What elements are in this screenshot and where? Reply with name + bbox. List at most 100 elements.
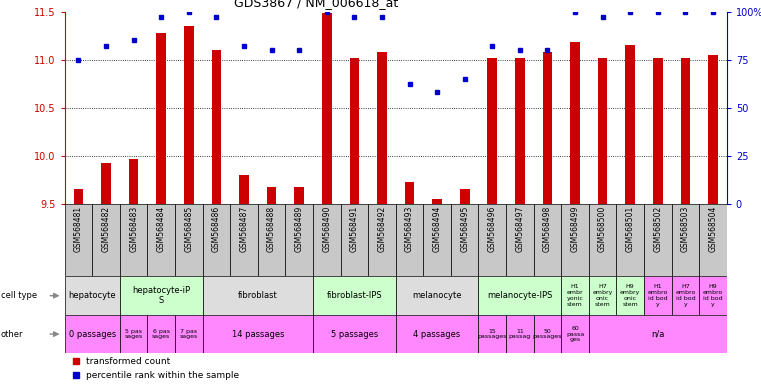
Bar [239, 175, 249, 204]
Text: fibroblast: fibroblast [238, 291, 278, 300]
Text: GSM568504: GSM568504 [708, 206, 718, 252]
Text: H9
embry
onic
stem: H9 embry onic stem [620, 285, 641, 307]
Bar [396, 204, 423, 276]
Bar [175, 315, 202, 353]
Text: GSM568482: GSM568482 [101, 206, 110, 252]
Bar [184, 26, 193, 204]
Bar [699, 276, 727, 315]
Bar [129, 159, 139, 204]
Bar [202, 315, 313, 353]
Legend: transformed count, percentile rank within the sample: transformed count, percentile rank withi… [69, 354, 243, 384]
Text: GSM568495: GSM568495 [460, 206, 470, 252]
Text: GSM568501: GSM568501 [626, 206, 635, 252]
Text: hepatocyte: hepatocyte [68, 291, 116, 300]
Bar [653, 58, 663, 204]
Bar [92, 204, 120, 276]
Text: 5 pas
sages: 5 pas sages [125, 329, 143, 339]
Text: 50
passages: 50 passages [533, 329, 562, 339]
Text: GSM568497: GSM568497 [515, 206, 524, 252]
Bar [589, 315, 727, 353]
Text: 0 passages: 0 passages [68, 329, 116, 339]
Bar [699, 204, 727, 276]
Bar [644, 204, 671, 276]
Text: GSM568502: GSM568502 [653, 206, 662, 252]
Bar [341, 204, 368, 276]
Text: GSM568486: GSM568486 [212, 206, 221, 252]
Text: GSM568503: GSM568503 [681, 206, 690, 252]
Bar [65, 315, 119, 353]
Text: hepatocyte-iP
S: hepatocyte-iP S [132, 286, 190, 305]
Text: GSM568496: GSM568496 [488, 206, 497, 252]
Text: GSM568489: GSM568489 [295, 206, 304, 252]
Bar [349, 58, 359, 204]
Text: fibroblast-IPS: fibroblast-IPS [326, 291, 382, 300]
Bar [479, 276, 561, 315]
Text: GSM568498: GSM568498 [543, 206, 552, 252]
Bar [543, 52, 552, 204]
Bar [423, 204, 451, 276]
Bar [119, 276, 202, 315]
Bar [322, 13, 332, 204]
Bar [74, 189, 83, 204]
Bar [561, 204, 589, 276]
Bar [589, 276, 616, 315]
Bar [368, 204, 396, 276]
Bar [533, 204, 561, 276]
Bar [230, 204, 258, 276]
Bar [479, 204, 506, 276]
Bar [488, 58, 497, 204]
Text: GSM568490: GSM568490 [322, 206, 331, 252]
Text: H7
embry
onic
stem: H7 embry onic stem [592, 285, 613, 307]
Bar [506, 204, 533, 276]
Bar [533, 315, 561, 353]
Bar [561, 276, 589, 315]
Bar [626, 45, 635, 204]
Text: 7 pas
sages: 7 pas sages [180, 329, 198, 339]
Bar [680, 58, 690, 204]
Text: melanocyte: melanocyte [412, 291, 462, 300]
Text: GSM568483: GSM568483 [129, 206, 139, 252]
Bar [313, 204, 340, 276]
Bar [432, 199, 442, 204]
Text: 5 passages: 5 passages [331, 329, 378, 339]
Bar [157, 33, 166, 204]
Text: GSM568500: GSM568500 [598, 206, 607, 252]
Bar [148, 204, 175, 276]
Bar [175, 204, 202, 276]
Bar [267, 187, 276, 204]
Bar [202, 204, 230, 276]
Text: GSM568493: GSM568493 [405, 206, 414, 252]
Text: cell type: cell type [1, 291, 37, 300]
Text: GSM568484: GSM568484 [157, 206, 166, 252]
Text: other: other [1, 329, 24, 339]
Text: GSM568494: GSM568494 [432, 206, 441, 252]
Bar [671, 276, 699, 315]
Text: H1
embr
yonic
stem: H1 embr yonic stem [567, 285, 584, 307]
Bar [120, 204, 148, 276]
Text: n/a: n/a [651, 329, 664, 339]
Bar [570, 42, 580, 204]
Bar [119, 315, 148, 353]
Bar [202, 276, 313, 315]
Bar [589, 204, 616, 276]
Text: H1
embro
id bod
y: H1 embro id bod y [648, 285, 668, 307]
Bar [396, 276, 479, 315]
Bar [598, 58, 607, 204]
Text: GSM568492: GSM568492 [377, 206, 387, 252]
Text: GSM568491: GSM568491 [350, 206, 359, 252]
Text: GSM568499: GSM568499 [571, 206, 580, 252]
Bar [313, 315, 396, 353]
Bar [460, 189, 470, 204]
Text: 11
passag: 11 passag [509, 329, 531, 339]
Text: 4 passages: 4 passages [413, 329, 460, 339]
Text: 15
passages: 15 passages [478, 329, 507, 339]
Text: 14 passages: 14 passages [231, 329, 284, 339]
Title: GDS3867 / NM_006618_at: GDS3867 / NM_006618_at [234, 0, 399, 9]
Text: H9
embro
id bod
y: H9 embro id bod y [702, 285, 723, 307]
Text: GSM568485: GSM568485 [184, 206, 193, 252]
Bar [65, 276, 119, 315]
Text: GSM568481: GSM568481 [74, 206, 83, 252]
Bar [506, 315, 533, 353]
Bar [377, 52, 387, 204]
Bar [479, 315, 506, 353]
